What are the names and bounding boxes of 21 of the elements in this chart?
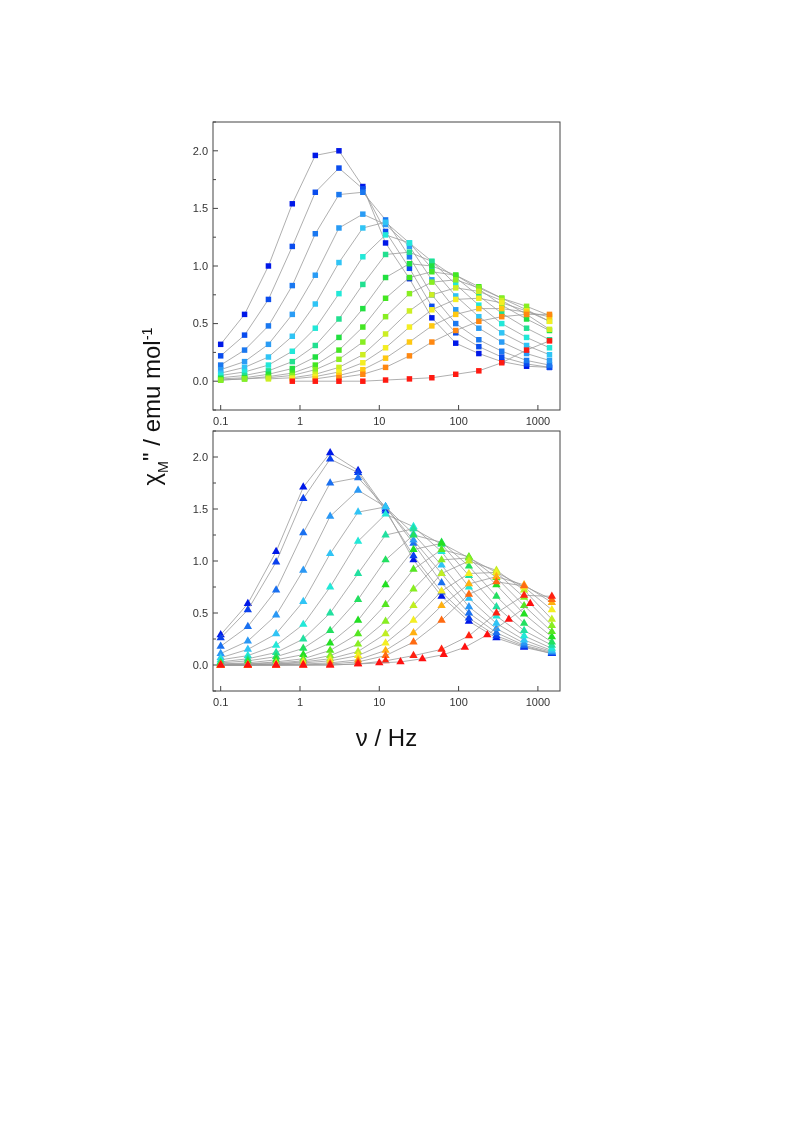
x-tick-label: 10 (373, 696, 386, 708)
y-tick-label: 0.5 (192, 317, 208, 330)
y-tick-label: 1.5 (192, 202, 208, 215)
x-tick-label: 1000 (525, 696, 551, 708)
y-tick-label: 1.5 (192, 502, 208, 515)
y-tick-label: 0.0 (192, 375, 208, 388)
x-tick-label: 1 (296, 415, 304, 427)
y-tick-label: 2.0 (192, 144, 208, 157)
x-tick-label: 100 (449, 415, 468, 427)
y-tick-label: 0.0 (192, 658, 208, 671)
y-tick-label: 0.5 (192, 606, 208, 619)
x-tick-label: 1000 (525, 415, 551, 427)
x-tick-label: 1 (296, 696, 304, 708)
x-tick-label: 0.1 (213, 696, 229, 708)
x-tick-label: 0.1 (213, 415, 229, 427)
y-tick-label: 1.0 (192, 259, 208, 272)
x-tick-label: 100 (449, 696, 468, 708)
y-tick-label: 2.0 (192, 450, 208, 463)
y-tick-label: 1.0 (192, 554, 208, 567)
x-axis-title: ν / Hz (355, 724, 418, 751)
x-tick-label: 10 (373, 415, 386, 427)
